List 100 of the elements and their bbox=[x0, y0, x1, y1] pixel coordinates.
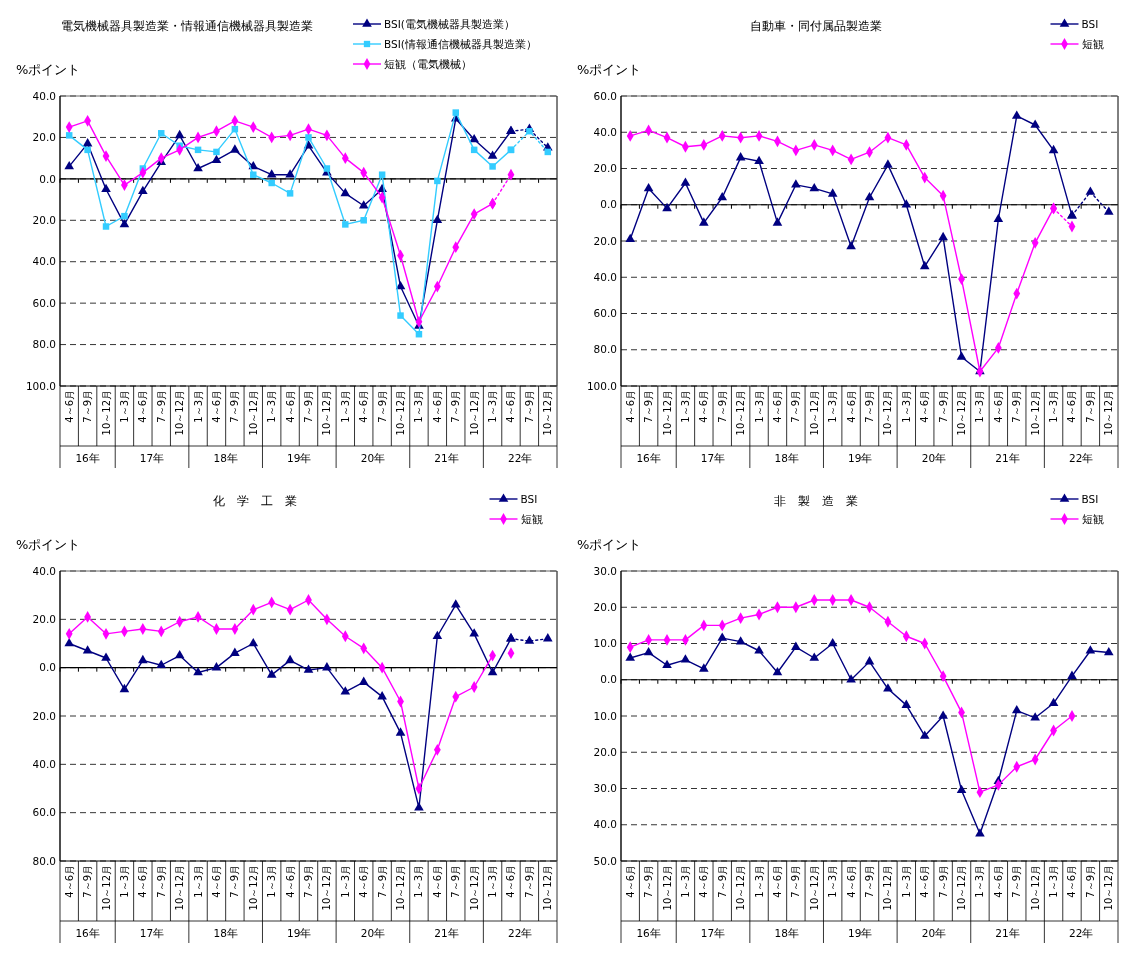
x-tick-label: 4～6月 bbox=[845, 390, 857, 423]
point bbox=[193, 162, 203, 172]
x-tick-label: 4～6月 bbox=[431, 390, 443, 423]
point bbox=[101, 652, 111, 661]
x-tick-label: 1～3月 bbox=[827, 390, 839, 423]
y-axis-title: %ポイント bbox=[16, 537, 81, 552]
point bbox=[526, 127, 533, 135]
point bbox=[919, 730, 930, 739]
x-tick-label: 1～3月 bbox=[266, 865, 278, 898]
legend-label: BSI(電気機械器具製造業） bbox=[384, 17, 515, 30]
x-tick-label: 7～9月 bbox=[937, 390, 949, 423]
point bbox=[102, 223, 110, 230]
point bbox=[158, 130, 165, 137]
x-tick-label: 7～9月 bbox=[82, 390, 94, 423]
point bbox=[1103, 206, 1114, 215]
point bbox=[1085, 186, 1096, 195]
point bbox=[65, 132, 73, 139]
point bbox=[772, 217, 783, 226]
x-tick-label: 10～12月 bbox=[542, 865, 554, 911]
x-tick-label: 1～3月 bbox=[900, 390, 912, 423]
text: 21年 bbox=[995, 452, 1020, 464]
x-tick-label: 7～9月 bbox=[790, 390, 802, 423]
x-tick-label: 7～9月 bbox=[303, 865, 314, 898]
x-tick-label: 10～12月 bbox=[735, 390, 747, 436]
point bbox=[1048, 144, 1059, 154]
point bbox=[487, 666, 498, 676]
point bbox=[84, 146, 91, 154]
legend-label: 短観 bbox=[1081, 37, 1104, 50]
point bbox=[64, 160, 75, 170]
point bbox=[489, 163, 496, 170]
text: 18年 bbox=[213, 452, 238, 464]
x-tick-label: 7～9月 bbox=[303, 390, 314, 423]
x-tick-label: 10～12月 bbox=[956, 390, 968, 436]
x-tick-label: 4～6月 bbox=[992, 865, 1004, 898]
y-tick-label: 30.0 bbox=[593, 782, 617, 795]
point bbox=[772, 666, 783, 676]
x-tick-label: 7～9月 bbox=[1084, 390, 1096, 423]
x-tick-label: 1～3月 bbox=[339, 390, 351, 423]
x-tick-label: 4～6月 bbox=[919, 390, 931, 423]
y-tick-label: 20.0 bbox=[593, 234, 617, 247]
y-tick-label: 40.0 bbox=[32, 758, 56, 771]
point bbox=[901, 199, 912, 208]
point bbox=[285, 654, 295, 664]
x-tick-label: 4～6月 bbox=[63, 865, 75, 898]
point bbox=[268, 179, 275, 187]
point bbox=[1085, 645, 1096, 654]
y-tick-label: 20.0 bbox=[32, 709, 56, 722]
point bbox=[266, 669, 277, 678]
x-tick-label: 10～12月 bbox=[661, 865, 673, 911]
point bbox=[883, 683, 893, 692]
x-tick-label: 1～3月 bbox=[192, 390, 204, 423]
text: 21年 bbox=[995, 927, 1020, 939]
point bbox=[754, 645, 764, 654]
point bbox=[901, 699, 912, 708]
x-tick-label: 1～3月 bbox=[900, 865, 912, 898]
point bbox=[64, 637, 75, 647]
x-tick-label: 1～3月 bbox=[118, 390, 130, 423]
x-tick-label: 1～3月 bbox=[487, 865, 499, 898]
y-tick-label: 60.0 bbox=[32, 296, 56, 309]
y-tick-label: 40.0 bbox=[593, 125, 617, 138]
point bbox=[1011, 705, 1022, 714]
x-tick-label: 4～6月 bbox=[210, 390, 222, 423]
x-tick-label: 7～9月 bbox=[376, 390, 388, 423]
y-tick-label: 60.0 bbox=[32, 806, 56, 819]
x-tick-label: 7～9月 bbox=[937, 865, 949, 898]
point bbox=[506, 125, 516, 134]
text: 20年 bbox=[921, 452, 947, 464]
text: 19年 bbox=[848, 452, 873, 464]
x-tick-label: 7～9月 bbox=[229, 865, 241, 898]
point bbox=[938, 710, 948, 719]
point bbox=[360, 217, 367, 224]
x-tick-label: 1～3月 bbox=[487, 390, 499, 423]
point bbox=[735, 636, 746, 645]
y-tick-label: 20.0 bbox=[593, 600, 617, 613]
y-tick-label: 60.0 bbox=[593, 307, 617, 320]
point bbox=[524, 635, 535, 644]
x-tick-label: 1～3月 bbox=[827, 865, 839, 898]
x-tick-label: 1～3月 bbox=[974, 390, 986, 423]
x-tick-label: 4～6月 bbox=[431, 865, 443, 898]
point bbox=[662, 659, 672, 669]
point bbox=[680, 177, 691, 186]
point bbox=[846, 240, 856, 250]
x-tick-label: 10～12月 bbox=[1103, 865, 1115, 911]
point bbox=[625, 233, 636, 242]
y-tick-label: 60.0 bbox=[593, 89, 617, 102]
y-tick-label: 0.0 bbox=[39, 172, 56, 185]
y-tick-label: 80.0 bbox=[32, 338, 56, 351]
x-tick-label: 1～3月 bbox=[753, 865, 765, 898]
point bbox=[286, 190, 294, 197]
point bbox=[434, 177, 441, 185]
point bbox=[211, 662, 222, 671]
x-tick-label: 10～12月 bbox=[174, 865, 186, 911]
text: 21年 bbox=[434, 452, 459, 464]
point bbox=[358, 200, 369, 209]
point bbox=[717, 632, 728, 641]
x-tick-label: 4～6月 bbox=[358, 390, 370, 423]
x-tick-label: 7～9月 bbox=[716, 390, 728, 423]
y-tick-label: 80.0 bbox=[32, 854, 56, 867]
text: 18年 bbox=[213, 927, 238, 939]
x-tick-label: 4～6月 bbox=[284, 390, 296, 423]
